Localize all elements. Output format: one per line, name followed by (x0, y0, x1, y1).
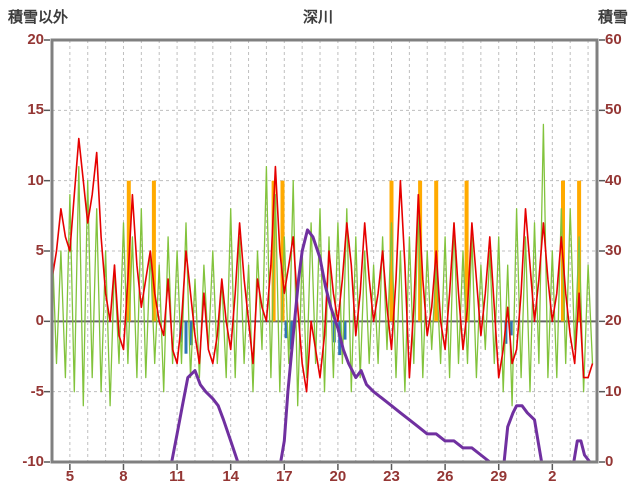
y-left-tick-label: 10 (27, 171, 44, 189)
y-left-tick-label: 20 (27, 31, 44, 48)
y-right-tick-label: 50 (605, 101, 622, 119)
precip-bars (189, 321, 193, 346)
precip-bars (509, 321, 513, 336)
y-left-tick-label: 0 (35, 312, 44, 330)
chart-title: 深川 (302, 9, 333, 26)
precip-bars (289, 321, 293, 350)
sunshine-bars (418, 180, 423, 322)
x-tick-label: 17 (275, 468, 293, 485)
snow-depth-line (52, 228, 597, 464)
y-right-tick-label: 10 (605, 382, 622, 400)
plot-border (50, 38, 599, 464)
y-left-tick-label: 5 (35, 242, 44, 259)
x-tick-label: 23 (383, 468, 400, 485)
y-right-tick-label: 30 (605, 242, 622, 259)
x-tick-label: 2 (548, 468, 557, 485)
y-left-tick-label: -5 (30, 382, 44, 400)
sunshine-bars (151, 180, 156, 322)
right-axis-title: 積雪 (597, 9, 628, 26)
sunshine-bars (280, 180, 285, 322)
x-tick-label: 29 (490, 468, 508, 485)
x-tick-label: 14 (222, 468, 240, 485)
y-right-tick-label: 40 (605, 171, 622, 189)
x-tick-label: 5 (65, 468, 75, 485)
y-right-tick-label: 60 (605, 31, 622, 48)
sunshine-bars (464, 180, 469, 322)
red-line (51, 137, 594, 393)
precip-bars (343, 321, 347, 340)
x-tick-label: 20 (329, 468, 347, 485)
x-tick-label: 26 (436, 468, 454, 485)
left-axis-title: 積雪以外 (8, 9, 69, 26)
sunshine-bars (389, 180, 394, 322)
y-left-tick-label: -10 (22, 453, 44, 470)
precip-bars (284, 321, 288, 339)
x-tick-label: 11 (169, 468, 185, 485)
y-right-tick-label: 20 (605, 312, 622, 330)
precip-bars (184, 321, 188, 354)
y-left-tick-label: 15 (27, 101, 44, 119)
green-line (51, 123, 594, 407)
x-tick-label: 8 (119, 468, 128, 485)
y-right-tick-label: 0 (605, 453, 614, 470)
